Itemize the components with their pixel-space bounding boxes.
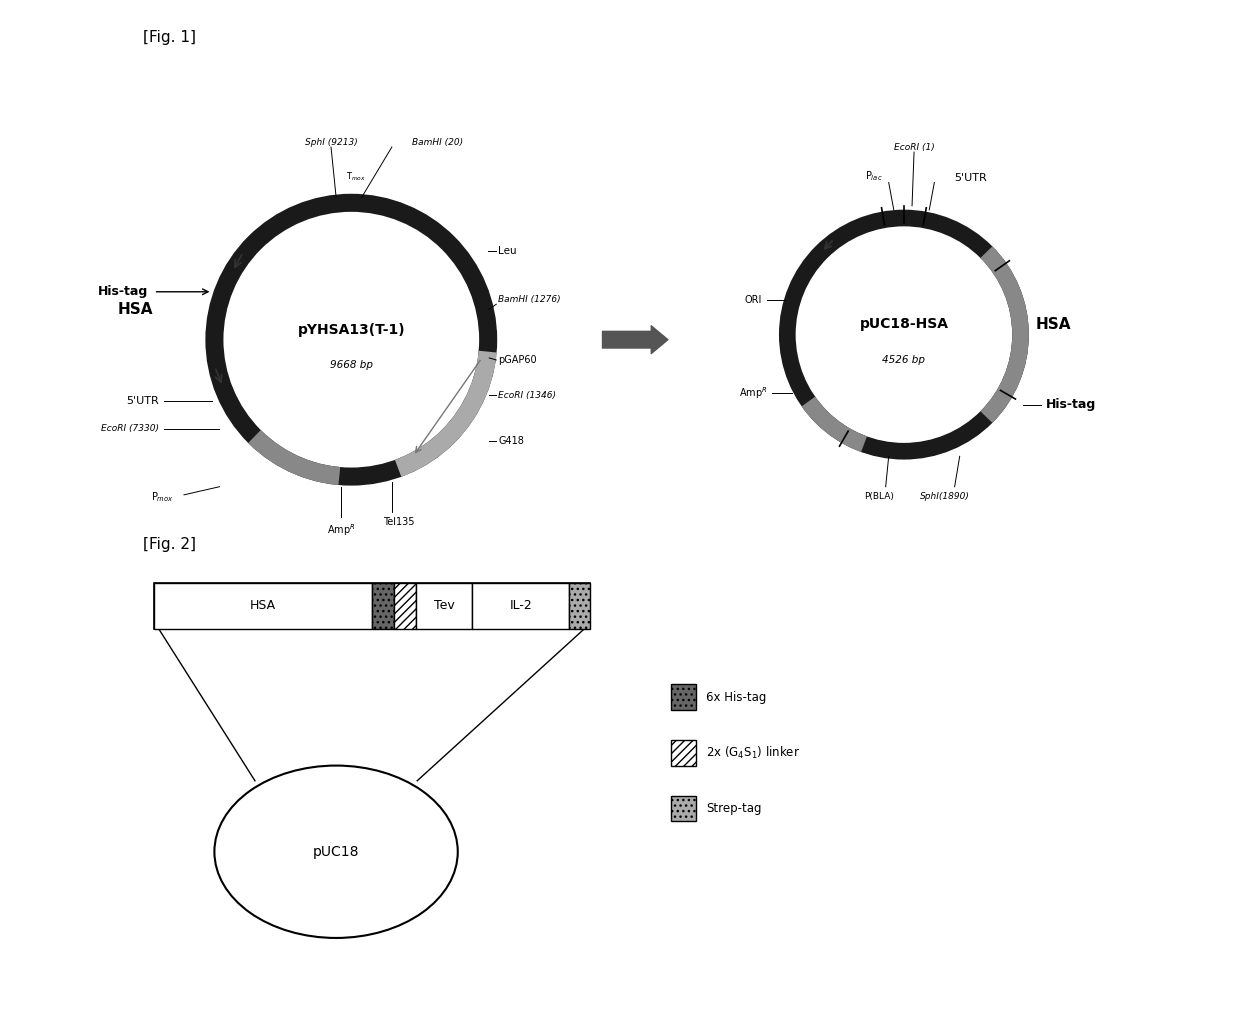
Text: His-tag: His-tag (98, 285, 149, 298)
Text: 5'UTR: 5'UTR (126, 396, 159, 407)
Text: 6x His-tag: 6x His-tag (707, 691, 766, 704)
Text: Leu: Leu (498, 245, 517, 256)
Text: BamHI (1276): BamHI (1276) (498, 295, 560, 303)
FancyArrowPatch shape (603, 325, 668, 354)
Text: 9668 bp: 9668 bp (330, 360, 373, 370)
Text: pGAP60: pGAP60 (498, 355, 537, 365)
Text: Tel135: Tel135 (383, 517, 415, 527)
Text: Tev: Tev (434, 599, 454, 612)
Text: 2x (G$_4$S$_1$) linker: 2x (G$_4$S$_1$) linker (707, 745, 800, 760)
Text: IL-2: IL-2 (510, 599, 532, 612)
Text: BamHI (20): BamHI (20) (412, 138, 464, 147)
FancyBboxPatch shape (569, 583, 589, 629)
FancyBboxPatch shape (154, 583, 589, 629)
Text: [Fig. 2]: [Fig. 2] (144, 537, 196, 553)
FancyBboxPatch shape (671, 684, 696, 710)
FancyBboxPatch shape (671, 740, 696, 766)
Text: P$_{lac}$: P$_{lac}$ (864, 168, 883, 183)
Text: Strep-tag: Strep-tag (707, 802, 761, 815)
Text: 4526 bp: 4526 bp (883, 355, 925, 365)
FancyBboxPatch shape (394, 583, 417, 629)
Text: pUC18-HSA: pUC18-HSA (859, 317, 949, 332)
Text: pYHSA13(T-1): pYHSA13(T-1) (298, 322, 405, 337)
FancyBboxPatch shape (417, 583, 472, 629)
Text: SphI (9213): SphI (9213) (305, 138, 357, 147)
Text: EcoRI (1346): EcoRI (1346) (498, 391, 557, 400)
Text: Amp$^R$: Amp$^R$ (327, 522, 356, 538)
Text: EcoRI (7330): EcoRI (7330) (100, 424, 159, 433)
Text: P(BLA): P(BLA) (863, 492, 894, 501)
Text: EcoRI (1): EcoRI (1) (894, 143, 935, 152)
FancyBboxPatch shape (372, 583, 394, 629)
Text: HSA: HSA (1035, 317, 1071, 332)
Text: [Fig. 1]: [Fig. 1] (144, 30, 196, 46)
Text: pUC18: pUC18 (312, 845, 360, 859)
Text: HSA: HSA (249, 599, 275, 612)
FancyArrowPatch shape (415, 360, 480, 452)
FancyBboxPatch shape (671, 796, 696, 821)
Text: SphI(1890): SphI(1890) (920, 492, 970, 501)
Text: HSA: HSA (118, 302, 154, 316)
FancyBboxPatch shape (154, 583, 372, 629)
Text: Amp$^R$: Amp$^R$ (739, 385, 768, 401)
Text: P$_{mox}$: P$_{mox}$ (151, 490, 174, 504)
Text: T$_{mox}$: T$_{mox}$ (346, 170, 366, 183)
Text: ORI: ORI (744, 295, 761, 304)
Text: His-tag: His-tag (1045, 399, 1096, 411)
Text: 5'UTR: 5'UTR (955, 172, 987, 183)
Text: G418: G418 (498, 436, 525, 446)
FancyBboxPatch shape (472, 583, 569, 629)
